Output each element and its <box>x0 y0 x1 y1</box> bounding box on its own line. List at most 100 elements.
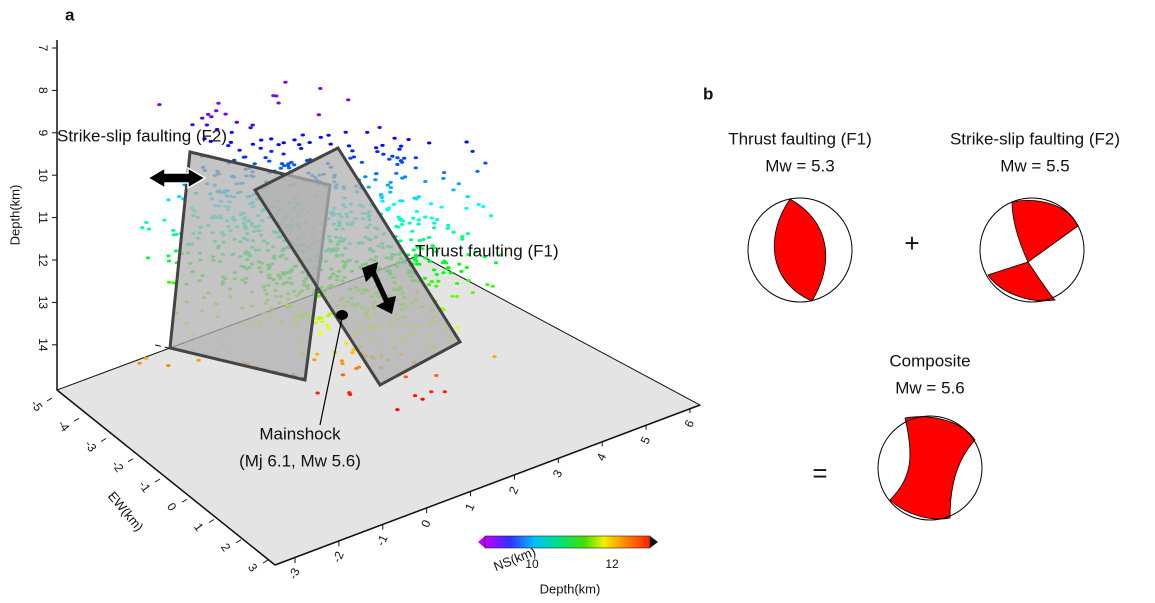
hypocenter <box>396 226 400 229</box>
hypocenter <box>281 153 285 156</box>
hypocenter <box>340 362 344 365</box>
hypocenter <box>460 235 464 238</box>
hypocenter <box>251 143 255 146</box>
hypocenter <box>427 236 431 239</box>
hypocenter <box>466 195 470 198</box>
hypocenter <box>388 181 392 184</box>
colorbar-title: Depth(km) <box>540 581 601 596</box>
hypocenter <box>389 186 393 189</box>
hypocenter <box>459 270 463 273</box>
tick-label: -1 <box>136 478 154 495</box>
hypocenter <box>400 223 404 226</box>
hypocenter <box>374 172 378 175</box>
hypocenter <box>404 375 408 378</box>
hypocenter <box>375 150 379 153</box>
hypocenter <box>315 392 319 395</box>
hypocenter <box>410 230 414 233</box>
hypocenter <box>481 205 485 208</box>
hypocenter <box>316 317 320 320</box>
hypocenter <box>477 203 481 206</box>
hypocenter <box>167 281 171 284</box>
hypocenter <box>392 137 396 140</box>
tick-label: 0 <box>418 517 434 529</box>
tick-label: 9 <box>36 129 50 136</box>
hypocenter <box>166 254 170 257</box>
hypocenter <box>464 207 468 210</box>
hypocenter <box>434 374 438 377</box>
hypocenter <box>423 277 427 280</box>
hypocenter <box>357 366 361 369</box>
hypocenter <box>326 327 330 330</box>
hypocenter <box>381 153 385 156</box>
hypocenter <box>253 162 257 165</box>
hypocenter <box>177 195 181 198</box>
hypocenter <box>470 150 474 153</box>
operator: = <box>812 458 827 488</box>
hypocenter <box>416 223 420 226</box>
tick-mark <box>182 499 187 502</box>
hypocenter <box>436 280 440 283</box>
hypocenter <box>398 199 402 202</box>
hypocenter <box>455 327 459 330</box>
hypocenter <box>446 266 450 269</box>
hypocenter <box>441 271 445 274</box>
colorbar <box>485 536 650 548</box>
hypocenter <box>428 260 432 263</box>
hypocenter <box>435 218 439 221</box>
colorbar-arrow <box>478 536 485 548</box>
colorbar-tick: 10 <box>525 557 539 571</box>
hypocenter <box>242 156 246 159</box>
hypocenter <box>411 217 415 220</box>
hypocenter <box>408 222 412 225</box>
tick-label: 4 <box>594 451 610 463</box>
tick-mark <box>74 418 79 421</box>
hypocenter <box>451 188 455 191</box>
hypocenter <box>283 81 287 84</box>
hypocenter <box>297 143 301 146</box>
hypocenter <box>340 359 344 362</box>
hypocenter <box>413 394 417 397</box>
magnitude: Mw = 5.5 <box>1000 156 1069 175</box>
hypocenter <box>414 156 418 159</box>
hypocenter <box>475 170 479 173</box>
hypocenter <box>415 210 419 213</box>
hypocenter <box>400 161 404 164</box>
hypocenter <box>395 156 399 159</box>
annotation: Mainshock <box>259 424 341 443</box>
hypocenter <box>363 175 367 178</box>
hypocenter <box>216 102 220 105</box>
hypocenter <box>350 351 354 354</box>
hypocenter <box>276 102 280 105</box>
hypocenter <box>489 214 493 217</box>
axis-title: EW(km) <box>105 489 147 535</box>
hypocenter <box>395 408 399 411</box>
hypocenter <box>360 161 364 164</box>
figure: a Strike-slip faulting (F2) Thrust fault… <box>0 0 1155 603</box>
hypocenter <box>432 268 436 271</box>
hypocenter <box>206 113 210 116</box>
hypocenter <box>269 137 273 140</box>
hypocenter <box>269 150 273 153</box>
hypocenter <box>492 355 496 358</box>
hypocenter <box>427 142 431 145</box>
hypocenter <box>315 353 319 356</box>
hypocenter <box>140 226 144 229</box>
tick-label: 1 <box>191 520 206 534</box>
tick-label: 7 <box>36 45 50 52</box>
tick-label: -2 <box>109 458 127 475</box>
hypocenter <box>455 295 459 298</box>
hypocenter <box>455 282 459 285</box>
hypocenter <box>449 271 453 274</box>
hypocenter <box>392 203 396 206</box>
hypocenter <box>397 148 401 151</box>
hypocenter <box>485 283 489 286</box>
hypocenter <box>460 238 464 241</box>
tick-mark <box>155 479 160 482</box>
beachball-f1 <box>748 198 852 302</box>
tick-label: 3 <box>245 561 260 575</box>
hypocenter <box>402 157 406 160</box>
beachball-composite <box>878 416 982 520</box>
hypocenter <box>312 358 316 361</box>
hypocenter <box>318 332 322 335</box>
tick-mark <box>47 398 52 401</box>
